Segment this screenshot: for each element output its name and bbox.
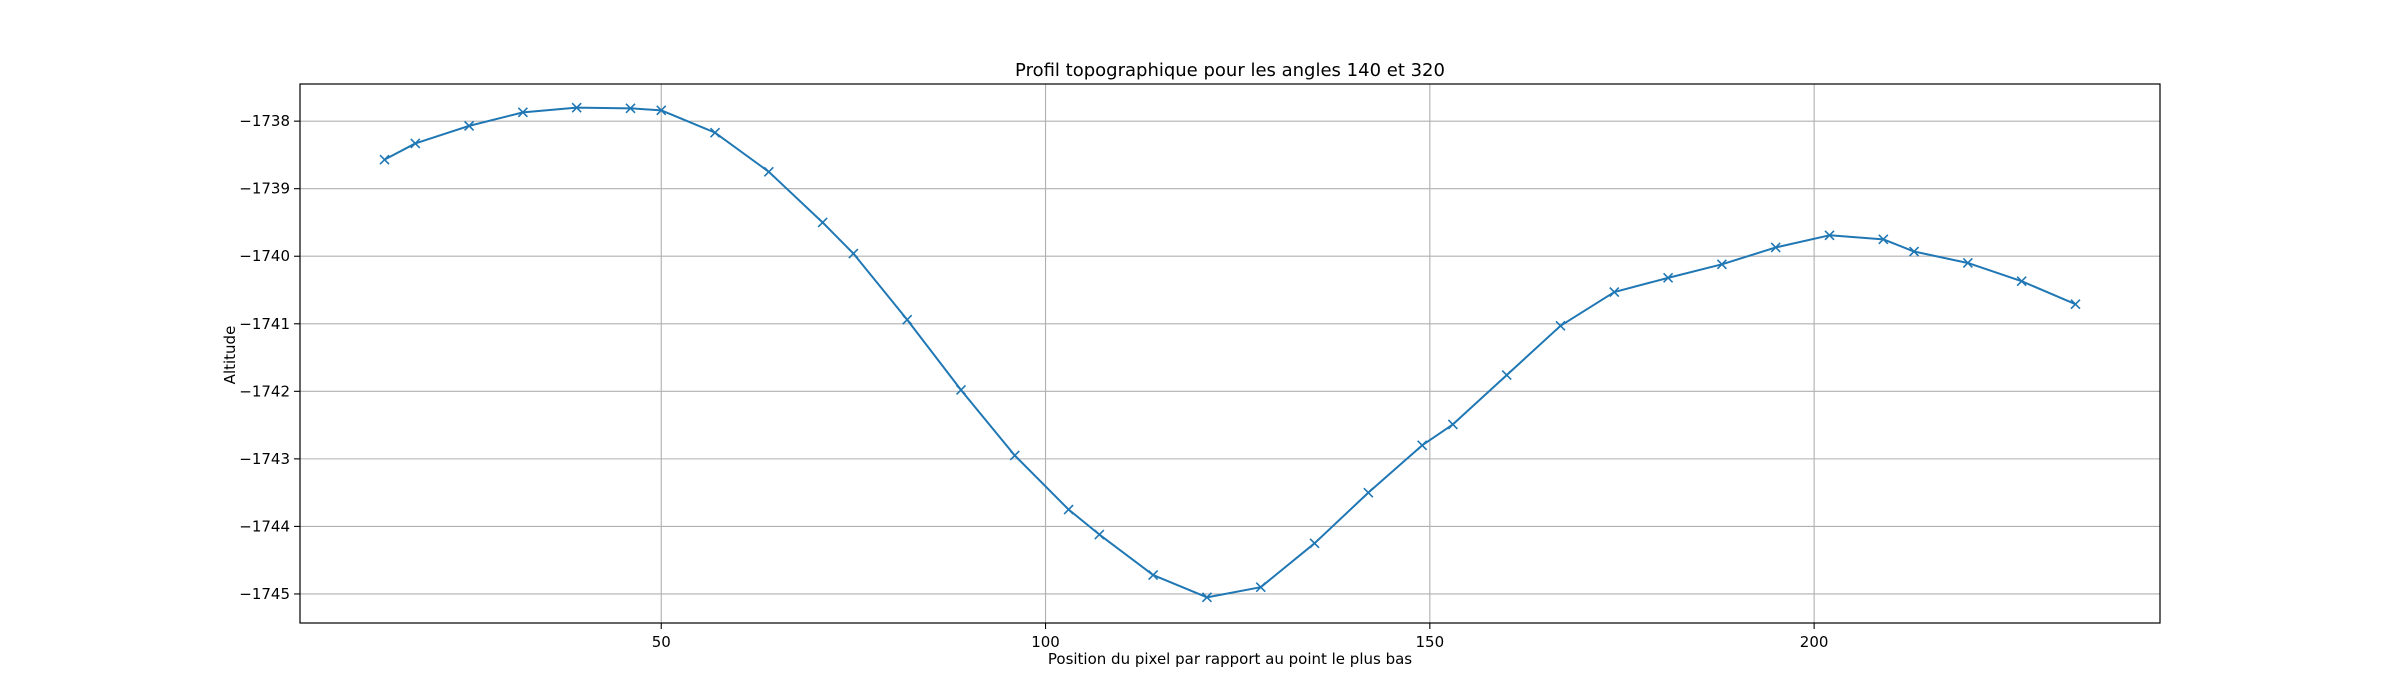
data-point-marker — [1824, 230, 1835, 241]
data-point-marker — [1148, 569, 1159, 581]
chart-title: Profil topographique pour les angles 140… — [1015, 60, 1445, 81]
marker-stroke — [1063, 504, 1074, 515]
data-point-marker — [1663, 272, 1674, 283]
y-tick-label: −1745 — [239, 585, 290, 603]
y-tick-label: −1739 — [239, 180, 290, 198]
data-point-marker — [1094, 529, 1105, 540]
marker-stroke — [1255, 582, 1266, 593]
data-point-marker — [1417, 440, 1428, 451]
marker-stroke — [1417, 440, 1428, 451]
data-point-marker — [1501, 370, 1512, 381]
data-point-marker — [2070, 299, 2081, 310]
marker-stroke — [1609, 286, 1620, 298]
data-point-marker — [1878, 234, 1889, 245]
data-point-marker — [625, 103, 636, 114]
marker-stroke — [410, 138, 421, 149]
marker-stroke — [464, 120, 475, 131]
data-point-marker — [955, 384, 967, 396]
marker-stroke — [1908, 246, 1920, 257]
data-point-marker — [1716, 259, 1727, 270]
axis-ticks: 50 100 150 200 −1738 −1739 −1740 −1741 −1742 −174… — [239, 112, 1828, 651]
marker-stroke — [848, 248, 859, 259]
y-axis-label: Altitude — [221, 326, 239, 385]
marker-stroke — [2070, 299, 2081, 310]
marker-stroke — [1878, 234, 1889, 245]
data-point-marker — [817, 217, 828, 228]
data-point-marker — [1201, 592, 1213, 603]
data-point-marker — [848, 248, 859, 259]
y-tick-label: −1742 — [239, 382, 290, 400]
data-point-marker — [1363, 487, 1374, 498]
data-point-marker — [410, 138, 421, 149]
data-point-marker — [1309, 538, 1320, 549]
marker-stroke — [1663, 272, 1674, 283]
marker-stroke — [625, 103, 636, 114]
x-tick-label: 150 — [1416, 633, 1445, 651]
data-point-marker — [571, 102, 582, 113]
x-tick-label: 100 — [1031, 633, 1060, 651]
marker-stroke — [1363, 487, 1374, 498]
data-series — [379, 102, 2081, 603]
data-point-marker — [1009, 450, 1020, 461]
marker-stroke — [1009, 450, 1020, 461]
data-point-marker — [2016, 276, 2027, 287]
marker-stroke — [1148, 569, 1159, 581]
data-point-marker — [517, 107, 528, 118]
data-point-marker — [1908, 246, 1920, 257]
data-point-marker — [763, 166, 774, 177]
x-tick-label: 200 — [1800, 633, 1829, 651]
marker-stroke — [2016, 276, 2027, 287]
data-point-marker — [1063, 504, 1074, 515]
marker-stroke — [1447, 419, 1458, 430]
y-tick-label: −1738 — [239, 112, 290, 130]
data-point-marker — [1770, 242, 1781, 253]
marker-stroke — [1824, 230, 1835, 241]
data-point-marker — [656, 105, 667, 116]
x-tick-label: 50 — [652, 633, 671, 651]
marker-stroke — [709, 127, 721, 138]
x-axis-label: Position du pixel par rapport au point l… — [1048, 650, 1412, 668]
data-point-marker — [464, 120, 475, 131]
marker-stroke — [1962, 257, 1973, 269]
marker-stroke — [817, 217, 828, 228]
marker-stroke — [902, 314, 913, 325]
data-point-marker — [1609, 286, 1620, 298]
marker-stroke — [379, 154, 390, 165]
data-point-marker — [709, 127, 721, 138]
y-tick-label: −1741 — [239, 315, 290, 333]
marker-stroke — [1201, 592, 1213, 603]
data-point-marker — [1962, 257, 1973, 269]
marker-stroke — [955, 384, 967, 396]
marker-stroke — [1770, 242, 1781, 253]
marker-stroke — [517, 107, 528, 118]
marker-stroke — [1555, 320, 1566, 331]
data-point-marker — [1255, 582, 1266, 593]
y-tick-label: −1740 — [239, 247, 290, 265]
grid-lines — [300, 84, 2160, 623]
marker-stroke — [1716, 259, 1727, 270]
marker-stroke — [1094, 529, 1105, 540]
data-point-marker — [1447, 419, 1458, 430]
y-tick-label: −1744 — [239, 517, 290, 535]
plot-area-frame — [299, 83, 2161, 624]
data-point-marker — [1555, 320, 1566, 331]
data-point-marker — [902, 314, 913, 325]
marker-stroke — [571, 102, 582, 113]
marker-stroke — [1309, 538, 1320, 549]
marker-stroke — [763, 166, 774, 177]
y-tick-label: −1743 — [239, 450, 290, 468]
marker-stroke — [656, 105, 667, 116]
marker-stroke — [1501, 370, 1512, 381]
data-point-marker — [379, 154, 390, 165]
